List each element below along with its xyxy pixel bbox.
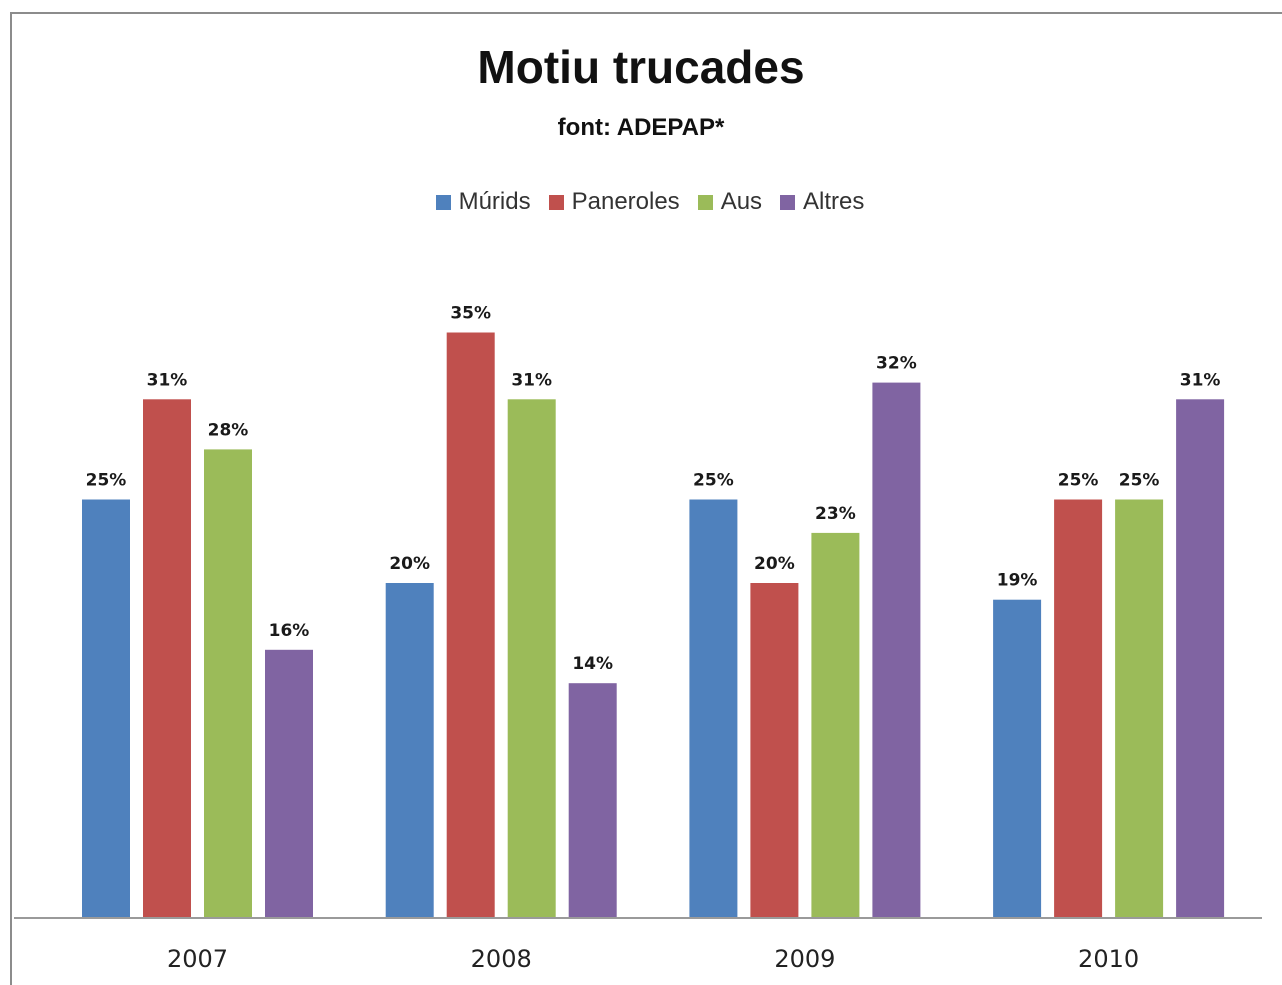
- data-label-m-rids-2009: 25%: [693, 471, 734, 491]
- x-tick-label-2010: 2010: [1078, 945, 1139, 973]
- x-tick-label-2008: 2008: [471, 945, 532, 973]
- data-label-paneroles-2009: 20%: [754, 554, 795, 574]
- x-tick-label-2007: 2007: [167, 945, 228, 973]
- legend-swatch-murids: [435, 194, 451, 210]
- legend-swatch-aus: [697, 194, 713, 210]
- data-label-paneroles-2008: 35%: [450, 304, 491, 324]
- bar-paneroles-2008: [446, 332, 495, 917]
- bar-aus-2010: [1115, 499, 1164, 917]
- bar-aus-2008: [507, 399, 556, 917]
- legend-item-murids: Múrids: [435, 187, 531, 217]
- bar-altres-2007: [265, 649, 313, 917]
- legend-label-aus: Aus: [720, 188, 763, 215]
- legend-item-aus: Aus: [697, 187, 763, 217]
- chart-title: Motiu trucades: [477, 41, 805, 93]
- data-label-aus-2008: 31%: [511, 370, 552, 390]
- chart-subtitle: font: ADEPAP*: [557, 114, 725, 141]
- chart-legend: Múrids Paneroles Aus Altres: [0, 187, 1282, 217]
- bar-altres-2010: [1176, 399, 1225, 917]
- data-label-altres-2009: 32%: [876, 354, 917, 374]
- data-label-altres-2010: 31%: [1180, 370, 1221, 390]
- bar-aus-2007: [204, 449, 252, 917]
- data-label-aus-2009: 23%: [815, 504, 856, 524]
- bar-m-rids-2008: [385, 583, 434, 917]
- data-label-aus-2007: 28%: [208, 420, 249, 440]
- bar-m-rids-2010: [993, 599, 1042, 917]
- data-label-m-rids-2008: 20%: [389, 554, 430, 574]
- bar-paneroles-2009: [750, 583, 799, 917]
- legend-swatch-paneroles: [548, 194, 564, 210]
- x-tick-label-2009: 2009: [774, 945, 835, 973]
- bar-m-rids-2007: [82, 499, 130, 917]
- legend-item-paneroles: Paneroles: [548, 187, 680, 217]
- data-label-paneroles-2007: 31%: [147, 370, 188, 390]
- bar-altres-2008: [568, 683, 617, 917]
- bar-aus-2009: [811, 532, 860, 917]
- legend-label-murids: Múrids: [458, 188, 531, 215]
- data-label-m-rids-2010: 19%: [997, 571, 1038, 591]
- legend-item-altres: Altres: [780, 187, 864, 217]
- bar-altres-2009: [872, 382, 921, 918]
- legend-label-altres: Altres: [803, 188, 865, 215]
- data-label-m-rids-2007: 25%: [86, 471, 127, 491]
- bar-paneroles-2007: [143, 399, 191, 917]
- bar-m-rids-2009: [689, 499, 738, 917]
- data-label-paneroles-2010: 25%: [1058, 471, 1099, 491]
- legend-label-paneroles: Paneroles: [571, 188, 680, 215]
- data-label-altres-2008: 14%: [572, 654, 613, 674]
- data-label-aus-2010: 25%: [1119, 471, 1160, 491]
- legend-swatch-altres: [780, 194, 796, 210]
- bar-paneroles-2010: [1054, 499, 1103, 917]
- data-label-altres-2007: 16%: [269, 621, 310, 641]
